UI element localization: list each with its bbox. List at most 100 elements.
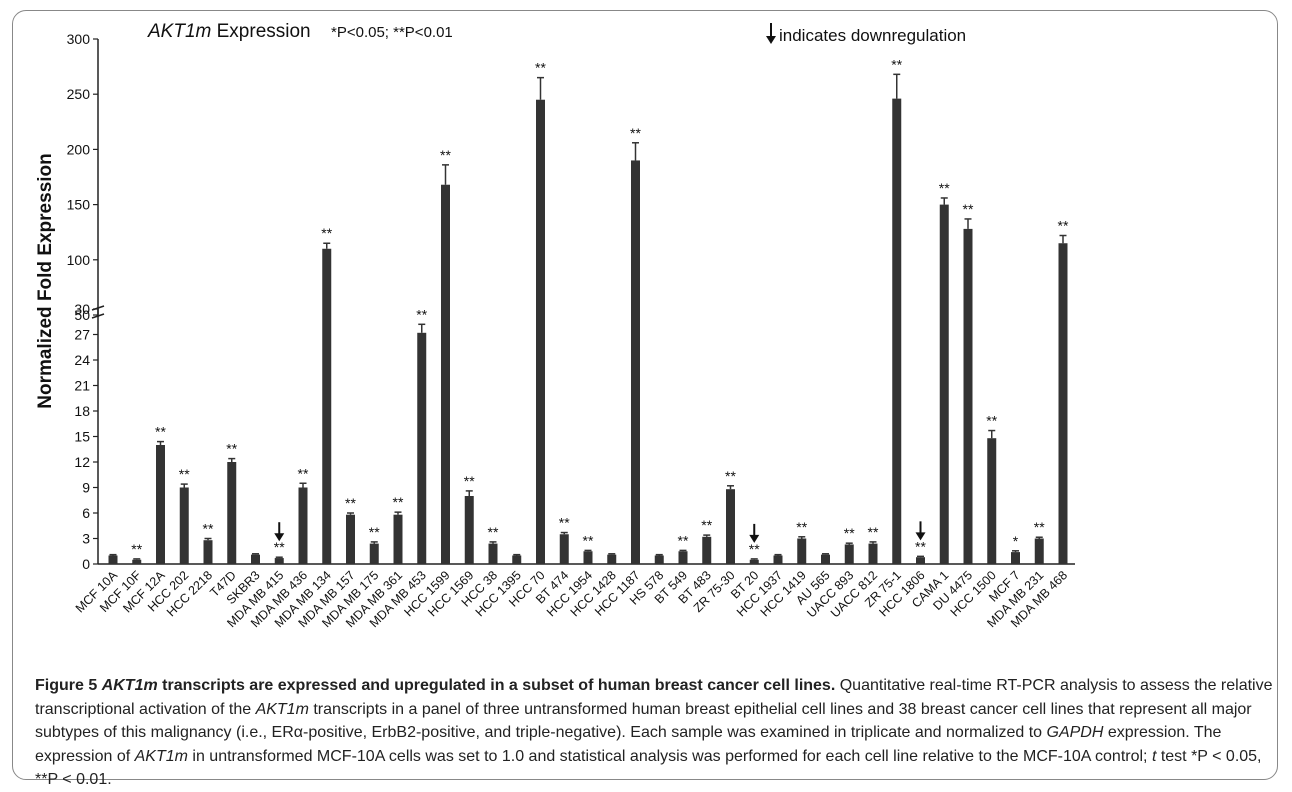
y-tick-label: 300 bbox=[67, 31, 91, 47]
bar bbox=[251, 554, 260, 564]
down-arrow-head bbox=[749, 534, 760, 543]
bar bbox=[963, 228, 973, 564]
bar bbox=[702, 536, 712, 564]
bar bbox=[369, 543, 379, 564]
down-arrow-head bbox=[915, 532, 926, 541]
down-arrow-head bbox=[274, 533, 285, 542]
y-tick-label: 0 bbox=[82, 556, 90, 572]
significance-label: ** bbox=[298, 465, 309, 481]
bar bbox=[179, 487, 189, 564]
bar bbox=[892, 98, 902, 564]
bar bbox=[559, 534, 569, 564]
bar bbox=[749, 559, 759, 564]
bar bbox=[726, 489, 735, 564]
bar bbox=[797, 538, 807, 564]
bar bbox=[536, 99, 545, 564]
significance-label: ** bbox=[678, 532, 689, 548]
significance-label: ** bbox=[416, 306, 427, 322]
significance-label: * bbox=[1013, 533, 1019, 549]
significance-label: ** bbox=[915, 538, 926, 554]
bar bbox=[583, 551, 593, 564]
significance-label: ** bbox=[179, 466, 190, 482]
bar bbox=[512, 555, 522, 564]
significance-label: ** bbox=[630, 125, 641, 141]
axis-break-mark bbox=[91, 313, 105, 319]
significance-label: ** bbox=[963, 201, 974, 217]
significance-label: ** bbox=[1034, 519, 1045, 535]
y-tick-label: 150 bbox=[67, 197, 91, 213]
bar bbox=[1034, 538, 1044, 564]
y-tick-label: 50 bbox=[74, 307, 90, 323]
significance-label: ** bbox=[891, 56, 902, 72]
bar bbox=[939, 204, 949, 564]
y-tick-label: 21 bbox=[74, 378, 90, 394]
bar bbox=[274, 558, 284, 564]
significance-label: ** bbox=[535, 60, 546, 76]
significance-label: ** bbox=[226, 441, 237, 457]
bar bbox=[916, 557, 925, 564]
y-tick-label: 18 bbox=[74, 403, 90, 419]
significance-label: ** bbox=[844, 525, 855, 541]
y-tick-label: 9 bbox=[82, 480, 90, 496]
significance-label: ** bbox=[203, 521, 214, 537]
bar bbox=[844, 544, 854, 564]
bar bbox=[1058, 243, 1068, 565]
bar bbox=[631, 160, 640, 564]
significance-label: ** bbox=[345, 495, 356, 511]
caption-title: AKT1m transcripts are expressed and upre… bbox=[101, 677, 836, 694]
significance-label: ** bbox=[155, 424, 166, 440]
bar bbox=[108, 555, 118, 564]
y-tick-label: 6 bbox=[82, 505, 90, 521]
significance-label: ** bbox=[796, 519, 807, 535]
bar bbox=[607, 554, 617, 564]
y-tick-label: 30 bbox=[74, 301, 90, 317]
bar bbox=[417, 332, 427, 564]
y-tick-label: 12 bbox=[74, 454, 90, 470]
significance-label: ** bbox=[321, 225, 332, 241]
chart-labels: MCF 10A**MCF 10F**MCF 12A**HCC 202**HCC … bbox=[73, 56, 1070, 630]
downregulation-note: indicates downregulation bbox=[779, 26, 966, 45]
y-tick-label: 250 bbox=[67, 86, 91, 102]
caption-body: Quantitative real-time RT-PCR analysis t… bbox=[35, 677, 1273, 788]
bar bbox=[322, 248, 332, 564]
bar bbox=[821, 554, 830, 564]
significance-label: ** bbox=[1058, 218, 1069, 234]
significance-label: ** bbox=[986, 413, 997, 429]
bar bbox=[1011, 552, 1020, 564]
bar bbox=[464, 496, 474, 564]
significance-label: ** bbox=[559, 515, 570, 531]
significance-label: ** bbox=[274, 539, 285, 555]
significance-label: ** bbox=[749, 541, 760, 557]
significance-note: *P<0.05; **P<0.01 bbox=[331, 24, 453, 41]
bar bbox=[678, 551, 688, 564]
bar bbox=[773, 555, 783, 564]
bar bbox=[654, 555, 664, 564]
figure-caption: Figure 5 AKT1m transcripts are expressed… bbox=[35, 674, 1280, 792]
bar bbox=[203, 540, 213, 564]
y-tick-label: 100 bbox=[67, 252, 91, 268]
significance-label: ** bbox=[868, 524, 879, 540]
significance-label: ** bbox=[464, 473, 475, 489]
y-axis-label: Normalized Fold Expression bbox=[35, 153, 56, 409]
bar bbox=[132, 559, 142, 564]
bar bbox=[868, 543, 878, 564]
significance-label: ** bbox=[939, 180, 950, 196]
chart-title: AKT1m Expression bbox=[147, 21, 311, 42]
significance-label: ** bbox=[393, 494, 404, 510]
significance-label: ** bbox=[131, 541, 142, 557]
caption-label: Figure 5 bbox=[35, 677, 98, 694]
y-tick-label: 200 bbox=[67, 141, 91, 157]
bar bbox=[987, 438, 997, 564]
bar bbox=[441, 184, 450, 564]
significance-label: ** bbox=[488, 524, 499, 540]
significance-label: ** bbox=[440, 147, 451, 163]
down-arrow-icon bbox=[274, 522, 285, 542]
bar bbox=[393, 514, 403, 564]
bar bbox=[227, 462, 237, 564]
significance-label: ** bbox=[701, 517, 712, 533]
y-tick-label: 27 bbox=[74, 327, 90, 343]
significance-label: ** bbox=[369, 524, 380, 540]
bar bbox=[298, 487, 308, 564]
